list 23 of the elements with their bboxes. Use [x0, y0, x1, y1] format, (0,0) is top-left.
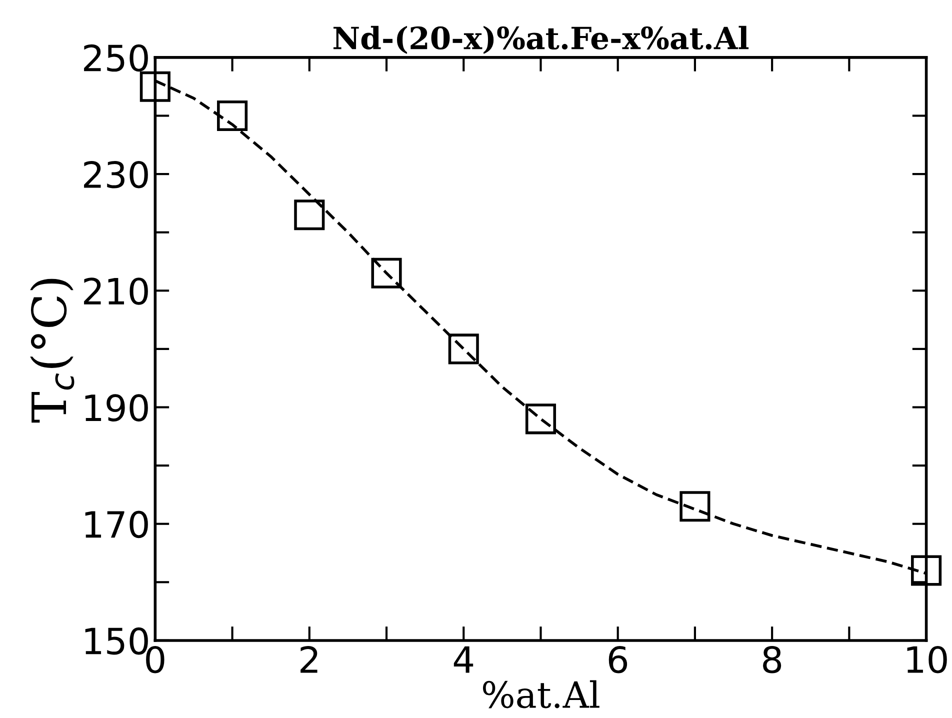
x-axis-title: %at.Al: [483, 680, 600, 708]
point: [294, 200, 325, 230]
point: [525, 404, 556, 434]
y-tick-label: 170: [85, 510, 148, 538]
point: [217, 100, 248, 132]
chart-title: Nd-(20-x)%at.Fe-x%at.Al: [334, 26, 749, 54]
point: [680, 491, 710, 522]
x-tick-label: 2: [300, 646, 318, 673]
y-tick-label: 210: [84, 278, 148, 305]
x-tick-label: 8: [763, 646, 782, 674]
x-tick-label: 10: [907, 646, 947, 674]
y-tick-label: 230: [84, 160, 148, 188]
y-axis-title: T$_{c}$(°C): [30, 278, 74, 423]
x-tick-label: 6: [608, 646, 628, 674]
x-tick-label: 0: [146, 646, 164, 674]
point: [140, 71, 170, 102]
y-tick-label: 250: [84, 44, 148, 72]
point: [371, 258, 402, 288]
y-tick-label: 150: [85, 627, 148, 655]
y-tick-label: 190: [85, 394, 148, 422]
x-tick-label: 4: [454, 646, 474, 673]
point: [448, 334, 479, 364]
point: [911, 555, 942, 586]
